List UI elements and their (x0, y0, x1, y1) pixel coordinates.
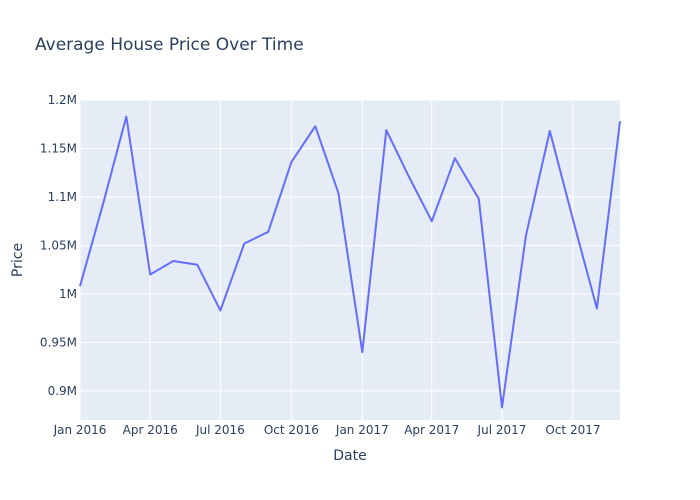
plot-area (80, 100, 620, 420)
y-tick-label: 0.95M (40, 335, 77, 349)
y-tick-label: 0.9M (48, 384, 77, 398)
x-tick-label: Jan 2016 (53, 423, 107, 437)
x-tick-label: Oct 2016 (264, 423, 319, 437)
y-axis-ticks: 0.9M 0.95M 1M 1.05M 1.1M 1.15M 1.2M (40, 93, 77, 398)
x-tick-label: Oct 2017 (545, 423, 600, 437)
y-tick-label: 1M (59, 287, 77, 301)
x-tick-label: Apr 2016 (123, 423, 178, 437)
gridlines (79, 99, 620, 420)
x-tick-label: Jul 2017 (477, 423, 527, 437)
x-axis-ticks: Jan 2016 Apr 2016 Jul 2016 Oct 2016 Jan 2017… (53, 423, 601, 437)
y-tick-label: 1.05M (40, 238, 77, 252)
chart-title: Average House Price Over Time (35, 35, 304, 55)
y-tick-label: 1.1M (48, 190, 77, 204)
x-tick-label: Apr 2017 (404, 423, 459, 437)
x-tick-label: Jan 2017 (335, 423, 389, 437)
y-tick-label: 1.15M (40, 141, 77, 155)
x-tick-label: Jul 2016 (195, 423, 245, 437)
y-axis-title: Price (10, 243, 26, 277)
y-tick-label: 1.2M (48, 93, 77, 107)
x-axis-title: Date (333, 448, 366, 464)
price-series-line (79, 115, 621, 409)
